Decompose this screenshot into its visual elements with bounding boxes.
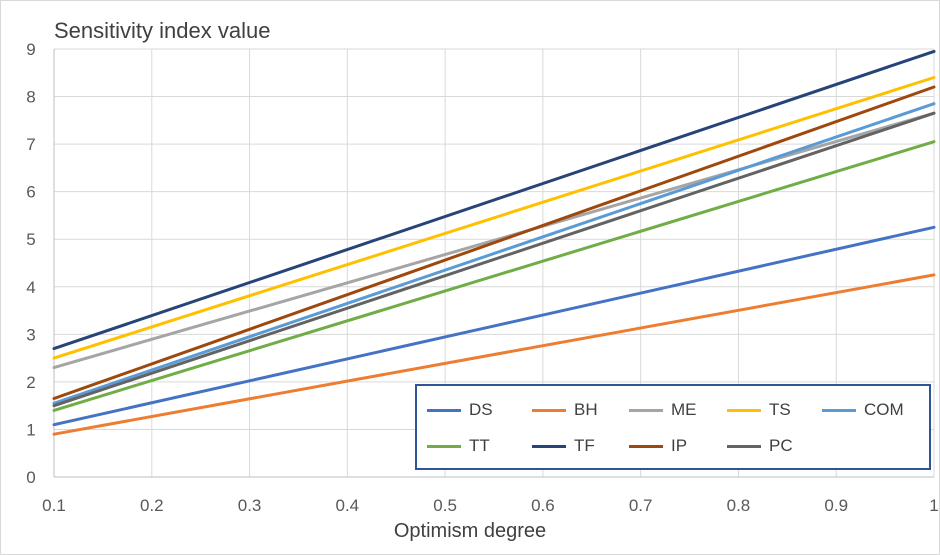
series-line-tt bbox=[52, 140, 936, 412]
series-line-ts bbox=[52, 76, 936, 360]
x-tick-label: 1 bbox=[929, 496, 938, 515]
legend-item-tt: TT bbox=[427, 436, 490, 456]
legend-item-ts: TS bbox=[727, 400, 791, 420]
series-line-me bbox=[52, 111, 936, 370]
y-tick-label: 0 bbox=[26, 468, 35, 487]
series-line-ip bbox=[52, 85, 936, 400]
legend-swatch bbox=[532, 444, 566, 448]
x-tick-label: 0.9 bbox=[824, 496, 848, 515]
y-tick-label: 5 bbox=[26, 230, 35, 249]
legend-swatch bbox=[427, 408, 461, 412]
series-line-bh bbox=[52, 273, 936, 436]
legend-item-ds: DS bbox=[427, 400, 493, 420]
x-tick-label: 0.5 bbox=[433, 496, 457, 515]
legend-label: TT bbox=[469, 436, 490, 455]
legend-swatch bbox=[727, 408, 761, 412]
legend-label: PC bbox=[769, 436, 793, 455]
x-tick-label: 0.6 bbox=[531, 496, 555, 515]
series-line-tf bbox=[52, 49, 936, 351]
x-tick-label: 0.2 bbox=[140, 496, 164, 515]
legend-item-me: ME bbox=[629, 400, 697, 420]
legend-swatch bbox=[727, 444, 761, 448]
y-tick-label: 8 bbox=[26, 88, 35, 107]
series-lines bbox=[52, 49, 936, 436]
legend-label: DS bbox=[469, 400, 493, 419]
legend-swatch bbox=[629, 408, 663, 412]
x-tick-label: 0.8 bbox=[727, 496, 751, 515]
x-tick-label: 0.7 bbox=[629, 496, 653, 515]
series-line-com bbox=[52, 102, 936, 405]
legend-item-pc: PC bbox=[727, 436, 793, 456]
legend-item-tf: TF bbox=[532, 436, 595, 456]
legend-label: TS bbox=[769, 400, 791, 419]
legend-swatch bbox=[427, 444, 461, 448]
legend: DS BH ME TS COM TT TF IP PC bbox=[415, 384, 931, 470]
legend-label: ME bbox=[671, 400, 697, 419]
y-tick-label: 6 bbox=[26, 183, 35, 202]
x-tick-label: 0.1 bbox=[42, 496, 66, 515]
x-tick-label: 0.3 bbox=[238, 496, 262, 515]
x-axis-title: Optimism degree bbox=[393, 520, 547, 542]
y-tick-label: 4 bbox=[26, 278, 35, 297]
y-tick-label: 1 bbox=[26, 420, 35, 439]
legend-label: IP bbox=[671, 436, 688, 455]
y-tick-label: 2 bbox=[26, 373, 35, 392]
legend-item-com: COM bbox=[822, 400, 904, 420]
legend-swatch bbox=[822, 408, 856, 412]
legend-item-ip: IP bbox=[629, 436, 687, 456]
series-line-pc bbox=[52, 111, 936, 408]
legend-swatch bbox=[629, 444, 663, 448]
y-tick-label: 3 bbox=[26, 325, 35, 344]
legend-label: TF bbox=[574, 436, 595, 455]
y-tick-label: 7 bbox=[26, 135, 35, 154]
legend-swatch bbox=[532, 408, 566, 412]
legend-label: BH bbox=[574, 400, 598, 419]
y-tick-label: 9 bbox=[26, 40, 35, 59]
legend-label: COM bbox=[864, 400, 904, 419]
series-line-ds bbox=[52, 225, 936, 427]
tick-labels: 0 1 2 3 4 5 6 7 8 9 0.1 0.2 0.3 0.4 0.5 0.6 0.7 0.8 0.9 1 bbox=[26, 40, 938, 515]
x-tick-label: 0.4 bbox=[336, 496, 360, 515]
chart-title: Sensitivity index value bbox=[54, 18, 271, 43]
legend-item-bh: BH bbox=[532, 400, 598, 420]
